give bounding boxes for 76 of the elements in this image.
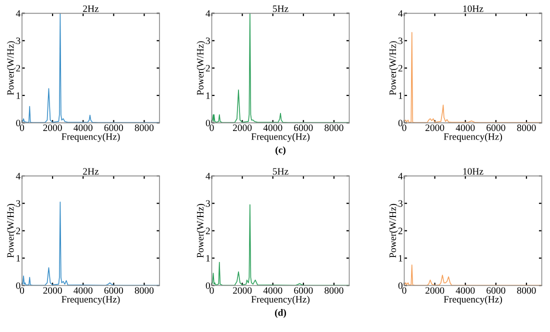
chart-title: 10Hz [463, 168, 484, 175]
y-tick-label: 3 [206, 38, 210, 44]
x-axis-title: Frequency(Hz) [62, 133, 120, 142]
chart-title: 5Hz [272, 6, 288, 12]
y-tick-label: 4 [206, 172, 210, 180]
x-tick-label: 2000 [43, 287, 62, 294]
x-tick-label: 4000 [456, 124, 475, 132]
x-tick-label: 6000 [486, 124, 506, 132]
x-tick-label: 8000 [134, 124, 154, 132]
x-tick-label: 8000 [517, 287, 536, 294]
y-tick-label: 2 [398, 64, 402, 72]
y-tick-label: 2 [206, 64, 210, 72]
y-tick-label: 0 [398, 120, 402, 126]
y-tick-label: 4 [206, 10, 210, 17]
x-tick-label: 8000 [324, 124, 344, 132]
x-axis-title: Frequency(Hz) [444, 133, 502, 142]
x-tick-label: 8000 [134, 287, 154, 294]
y-tick-label: 0 [398, 282, 402, 289]
y-tick-label: 0 [206, 282, 210, 289]
y-axis-title: Power(W/Hz) [6, 41, 16, 96]
y-tick-label: 2 [16, 64, 20, 72]
chart-title: 10Hz [463, 5, 484, 12]
y-tick-label: 2 [206, 228, 210, 234]
y-tick-label: 4 [16, 10, 20, 17]
chart-title: 5Hz [272, 168, 288, 175]
y-tick-label: 3 [206, 200, 210, 207]
y-tick-label: 1 [16, 92, 20, 99]
chart-title: 2Hz [83, 5, 99, 12]
y-tick-label: 4 [16, 172, 20, 180]
line-series [22, 13, 160, 123]
x-tick-label: 4000 [263, 124, 282, 132]
y-tick-label: 1 [398, 255, 402, 262]
x-tick-label: 2000 [233, 287, 252, 294]
text: (c) [276, 146, 286, 156]
x-tick-label: 2000 [426, 124, 444, 132]
chart-title: 2Hz [83, 168, 99, 175]
text: (d) [274, 309, 286, 318]
y-tick-label: 0 [16, 282, 20, 289]
x-axis-title: Frequency(Hz) [62, 296, 120, 305]
y-tick-label: 2 [398, 228, 402, 234]
y-tick-label: 2 [16, 228, 20, 234]
y-tick-label: 0 [16, 120, 20, 126]
x-tick-label: 6000 [486, 287, 506, 294]
x-tick-label: 8000 [517, 124, 536, 132]
y-axis-title: Power(W/Hz) [196, 204, 206, 258]
x-tick-label: 4000 [74, 124, 92, 132]
x-tick-label: 6000 [294, 287, 313, 294]
x-tick-label: 2000 [426, 287, 444, 294]
x-axis-title: Frequency(Hz) [444, 296, 502, 305]
x-tick-label: 6000 [294, 124, 313, 132]
y-tick-label: 3 [16, 38, 20, 44]
x-axis-title: Frequency(Hz) [251, 296, 310, 305]
y-tick-label: 3 [16, 200, 20, 207]
y-tick-label: 1 [398, 92, 402, 99]
x-tick-label: 2000 [233, 124, 252, 132]
x-tick-label: 6000 [104, 287, 124, 294]
x-tick-label: 2000 [43, 124, 62, 132]
x-tick-label: 4000 [456, 287, 475, 294]
y-tick-label: 4 [398, 10, 403, 17]
x-tick-label: 4000 [74, 287, 92, 294]
y-axis-title: Power(W/Hz) [196, 41, 206, 96]
y-tick-label: 3 [398, 200, 402, 207]
y-tick-label: 4 [398, 172, 403, 180]
x-tick-label: 8000 [324, 287, 344, 294]
y-axis-title: Power(W/Hz) [389, 204, 398, 258]
x-axis-title: Frequency(Hz) [251, 133, 310, 142]
y-tick-label: 1 [206, 92, 210, 99]
y-tick-label: 1 [16, 255, 20, 262]
y-axis-title: Power(W/Hz) [389, 41, 398, 96]
y-tick-label: 1 [206, 255, 210, 262]
x-tick-label: 6000 [104, 124, 124, 132]
x-tick-label: 4000 [263, 287, 282, 294]
line-series [212, 13, 350, 123]
y-tick-label: 0 [206, 120, 210, 126]
y-axis-title: Power(W/Hz) [6, 204, 16, 258]
y-tick-label: 3 [398, 38, 402, 44]
